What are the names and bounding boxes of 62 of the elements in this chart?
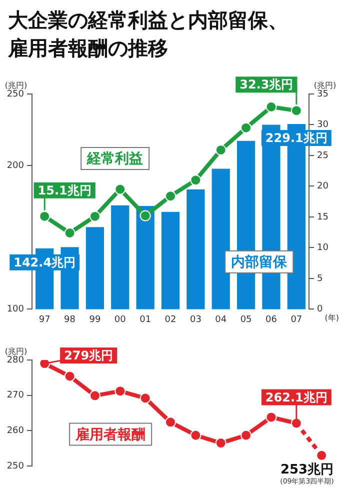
y2-tick-label: 15 <box>317 212 328 222</box>
chart-title: 大企業の経常利益と内部留保、雇用者報酬の推移 <box>6 7 289 62</box>
point <box>190 430 202 441</box>
series-label: 内部留保 <box>231 253 288 270</box>
point <box>140 210 151 222</box>
x-tick-label: 03 <box>190 314 202 325</box>
x-tick-label: 97 <box>38 314 50 325</box>
annotation: 253兆円 <box>280 462 334 478</box>
point <box>190 174 202 186</box>
point <box>165 416 176 428</box>
point <box>64 370 76 382</box>
x-axis-title: (年) <box>324 313 339 322</box>
y-tick-label: 250 <box>6 461 24 472</box>
point <box>39 360 50 370</box>
x-tick-label: 02 <box>164 314 176 325</box>
y-tick-label: 280 <box>6 355 24 366</box>
point <box>165 190 176 202</box>
x-tick-label: 05 <box>240 314 252 325</box>
point <box>89 210 100 222</box>
point <box>140 392 151 404</box>
y2-axis-title: (兆円) <box>314 81 336 90</box>
point <box>266 412 277 423</box>
point <box>39 210 50 222</box>
y2-tick-label: 5 <box>317 274 323 284</box>
annotation: 142.4兆円 <box>14 255 76 270</box>
y2-tick-label: 30 <box>317 120 329 130</box>
point <box>89 390 100 402</box>
y-tick-label: 200 <box>6 161 24 172</box>
x-tick-label: 99 <box>89 314 101 325</box>
y2-tick-label: 25 <box>317 150 328 161</box>
annotation: 262.1兆円 <box>265 390 328 404</box>
y2-tick-label: 35 <box>317 89 328 100</box>
x-tick-label: 00 <box>114 314 126 325</box>
x-tick-label: 01 <box>140 314 152 325</box>
y2-tick-label: 0 <box>317 304 323 315</box>
x-tick-label: 04 <box>215 314 227 325</box>
point <box>316 450 328 461</box>
y2-tick-label: 20 <box>317 182 329 192</box>
x-tick-label: 98 <box>64 314 76 325</box>
series-label: 雇用者報酬 <box>74 426 146 443</box>
y-tick-label: 260 <box>6 426 24 436</box>
text: 32.3兆円 <box>240 78 294 92</box>
x-tick-label: 07 <box>290 314 302 325</box>
y-axis-title: (兆円) <box>4 81 28 90</box>
point <box>215 144 226 156</box>
point <box>114 386 126 397</box>
point <box>64 227 76 238</box>
point <box>215 438 226 449</box>
point <box>266 101 277 112</box>
point <box>114 184 126 195</box>
point <box>240 430 252 441</box>
point <box>290 105 302 116</box>
y-tick-label: 100 <box>6 304 24 315</box>
x-tick-label: 06 <box>266 314 278 325</box>
series-label: 経常利益 <box>86 151 144 168</box>
y2-tick-label: 10 <box>317 243 329 254</box>
y-tick-label: 270 <box>6 390 24 401</box>
point <box>240 122 252 134</box>
annotation: 229.1兆円 <box>265 131 328 146</box>
annotation: 15.1兆円 <box>38 183 92 198</box>
y-tick-label: 250 <box>6 89 24 100</box>
y-axis-title: (兆円) <box>4 347 28 356</box>
